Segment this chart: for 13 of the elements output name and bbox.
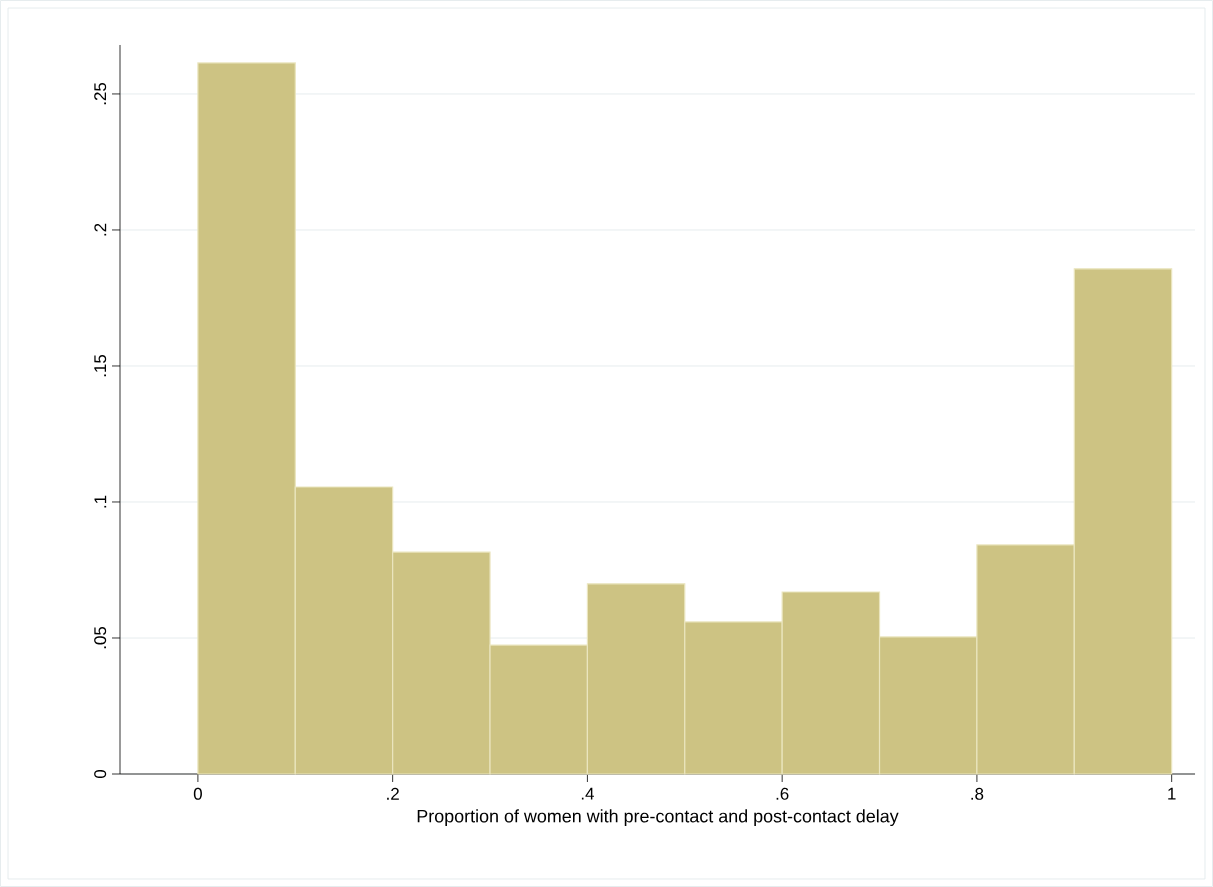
x-tick-label: .2: [387, 787, 399, 800]
x-axis-title: Proportion of women with pre-contact and post-contact delay: [417, 809, 899, 827]
x-tick-label: .8: [971, 787, 984, 800]
x-tick-label: 1: [1168, 787, 1176, 800]
y-tick-label: .05: [94, 626, 107, 649]
y-tick-label: .2: [94, 223, 107, 236]
x-tick-label: .6: [776, 787, 789, 800]
y-tick-label: 0: [94, 769, 107, 779]
y-tick-label: .25: [94, 82, 107, 105]
x-tick-label: .4: [581, 787, 594, 800]
y-tick-label: .1: [94, 495, 107, 508]
x-tick-label: 0: [193, 787, 202, 800]
y-tick-label: .15: [94, 354, 107, 377]
